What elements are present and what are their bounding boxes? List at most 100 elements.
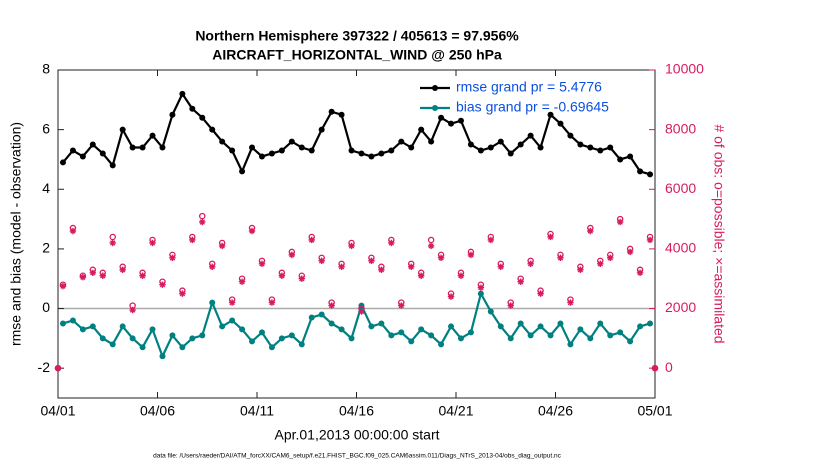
plot-frame bbox=[57, 69, 656, 399]
point bbox=[328, 108, 335, 115]
point bbox=[358, 308, 365, 315]
point bbox=[418, 326, 425, 333]
point bbox=[179, 344, 186, 351]
point bbox=[517, 278, 524, 285]
point bbox=[199, 218, 206, 226]
point bbox=[417, 272, 425, 279]
point bbox=[567, 341, 574, 348]
point bbox=[139, 144, 146, 151]
point bbox=[119, 323, 126, 330]
point bbox=[577, 266, 584, 273]
point bbox=[89, 323, 96, 330]
y-axis-label: rmse and bias (model - observation) bbox=[8, 122, 24, 346]
point bbox=[497, 138, 504, 145]
y2-tick-label: 8000 bbox=[665, 120, 696, 136]
point bbox=[109, 162, 116, 169]
point bbox=[258, 153, 265, 160]
point bbox=[447, 293, 455, 300]
point bbox=[607, 254, 614, 262]
point bbox=[457, 335, 464, 342]
point bbox=[408, 144, 415, 151]
point bbox=[358, 150, 365, 157]
point bbox=[288, 138, 295, 145]
point bbox=[607, 332, 614, 339]
point bbox=[199, 332, 206, 339]
point bbox=[517, 141, 524, 148]
point bbox=[457, 117, 464, 124]
point bbox=[487, 308, 494, 315]
point bbox=[477, 147, 484, 154]
point bbox=[597, 320, 604, 327]
point bbox=[278, 147, 285, 154]
point bbox=[408, 263, 415, 270]
y-tick-label: 2 bbox=[42, 240, 50, 256]
y2-axis-label: # of obs: o=possible; ×=assimilated bbox=[711, 124, 727, 343]
point bbox=[567, 299, 574, 306]
point bbox=[647, 171, 654, 178]
point bbox=[457, 272, 465, 279]
point bbox=[159, 144, 166, 151]
point bbox=[587, 144, 594, 151]
point bbox=[467, 329, 474, 336]
point bbox=[288, 251, 296, 259]
point bbox=[54, 364, 62, 372]
point bbox=[547, 233, 554, 241]
point bbox=[617, 156, 624, 163]
x-tick-label: 04/06 bbox=[140, 403, 175, 419]
point bbox=[239, 326, 246, 333]
point bbox=[547, 111, 554, 118]
x-tick-label: 05/01 bbox=[637, 403, 672, 419]
point bbox=[59, 320, 66, 327]
point bbox=[577, 141, 584, 148]
point bbox=[288, 332, 295, 339]
y2-tick-label: 0 bbox=[665, 359, 673, 375]
point bbox=[438, 114, 445, 121]
point bbox=[318, 311, 325, 318]
point bbox=[378, 320, 385, 327]
point bbox=[617, 329, 624, 336]
point bbox=[427, 242, 435, 250]
point bbox=[507, 335, 514, 342]
point bbox=[218, 242, 226, 250]
point bbox=[597, 260, 604, 268]
point bbox=[507, 302, 514, 309]
point bbox=[537, 323, 544, 330]
point bbox=[268, 150, 275, 157]
point bbox=[507, 150, 514, 157]
point bbox=[428, 138, 435, 145]
point bbox=[149, 326, 156, 333]
point bbox=[647, 320, 654, 327]
footnote: data file: /Users/raeder/DAI/ATM_forcXX/… bbox=[153, 453, 562, 460]
point bbox=[388, 332, 395, 339]
legend-marker bbox=[432, 85, 438, 91]
point bbox=[318, 126, 325, 133]
point bbox=[179, 90, 186, 97]
point bbox=[308, 314, 315, 321]
point bbox=[587, 227, 594, 235]
point bbox=[527, 132, 534, 139]
y2-tick-label: 4000 bbox=[665, 240, 696, 256]
point bbox=[517, 320, 524, 327]
y-tick-label: -2 bbox=[38, 359, 51, 375]
point bbox=[646, 236, 654, 244]
point bbox=[308, 236, 315, 244]
point bbox=[338, 263, 345, 270]
point bbox=[637, 168, 644, 175]
point bbox=[378, 266, 385, 273]
point bbox=[99, 272, 106, 279]
point bbox=[328, 302, 335, 309]
x-tick-label: 04/01 bbox=[40, 403, 75, 419]
point bbox=[209, 299, 216, 306]
point bbox=[139, 272, 146, 279]
point bbox=[348, 335, 355, 342]
point bbox=[577, 326, 584, 333]
point bbox=[109, 239, 116, 247]
point bbox=[219, 323, 226, 330]
point bbox=[587, 335, 594, 342]
point bbox=[338, 111, 345, 118]
point bbox=[169, 332, 176, 339]
point bbox=[368, 323, 375, 330]
x-tick-label: 04/21 bbox=[438, 403, 473, 419]
point bbox=[199, 114, 206, 121]
point bbox=[368, 153, 375, 160]
